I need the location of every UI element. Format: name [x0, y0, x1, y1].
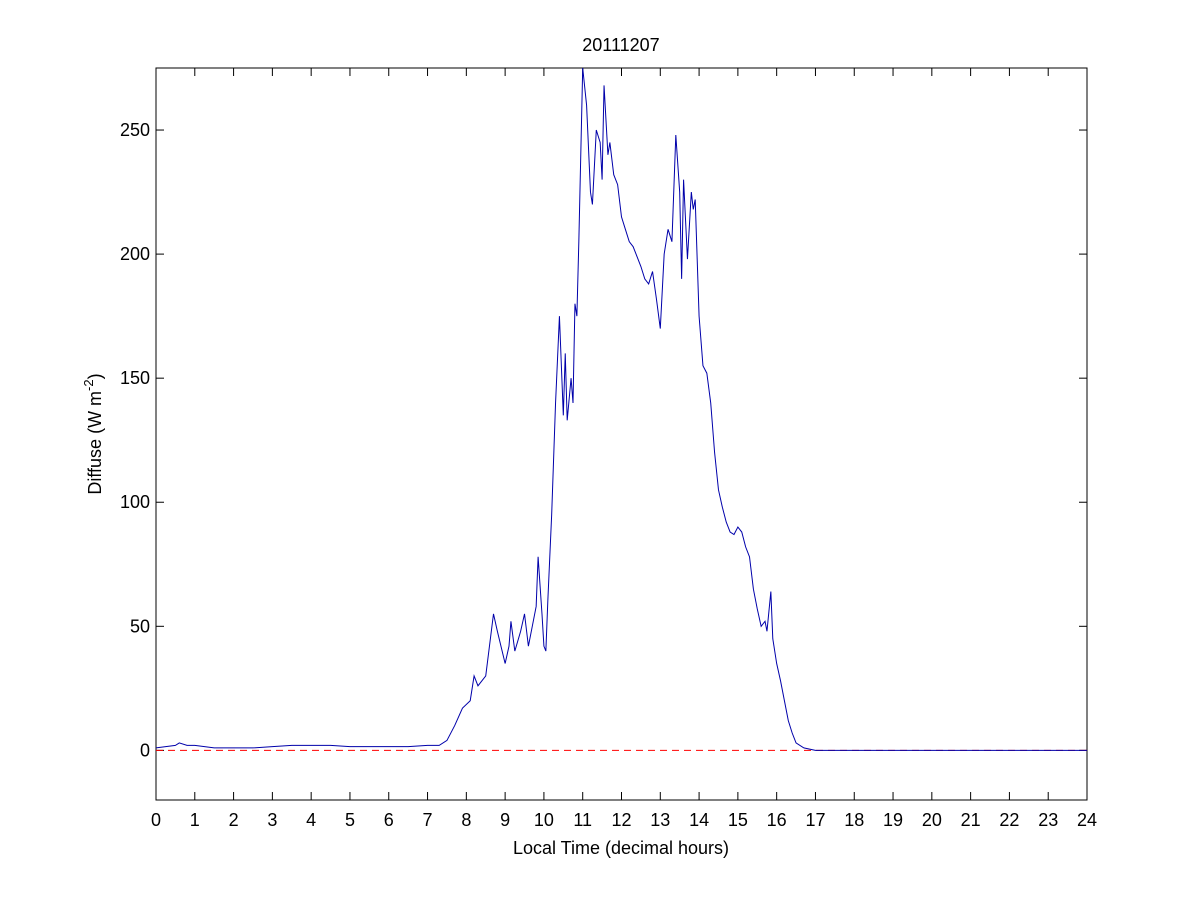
y-axis-label-end: ): [85, 373, 105, 379]
x-tick-label: 8: [461, 810, 471, 830]
x-tick-label: 10: [534, 810, 554, 830]
x-tick-label: 14: [689, 810, 709, 830]
y-tick-label: 50: [130, 616, 150, 636]
x-tick-label: 0: [151, 810, 161, 830]
data-line: [155, 67, 1087, 751]
y-axis-label-main: Diffuse (W m: [85, 391, 105, 495]
y-axis-label-exponent: -2: [81, 379, 96, 391]
y-axis-label: Diffuse (W m-2): [81, 373, 105, 494]
x-tick-label: 2: [229, 810, 239, 830]
y-tick-label: 250: [120, 120, 150, 140]
x-tick-label: 3: [267, 810, 277, 830]
x-tick-label: 6: [384, 810, 394, 830]
x-tick-label: 24: [1077, 810, 1097, 830]
x-tick-label: 20: [922, 810, 942, 830]
x-axis-label: Local Time (decimal hours): [513, 838, 729, 858]
y-tick-label: 0: [140, 740, 150, 760]
x-tick-label: 22: [999, 810, 1019, 830]
x-tick-label: 4: [306, 810, 316, 830]
x-tick-label: 5: [345, 810, 355, 830]
x-tick-label: 16: [767, 810, 787, 830]
y-tick-label: 150: [120, 368, 150, 388]
x-tick-label: 15: [728, 810, 748, 830]
plot-box: [155, 67, 1088, 801]
x-tick-label: 21: [961, 810, 981, 830]
y-tick-label: 100: [120, 492, 150, 512]
x-tick-label: 12: [611, 810, 631, 830]
x-tick-label: 13: [650, 810, 670, 830]
chart-title: 20111207: [582, 35, 659, 55]
x-tick-label: 1: [190, 810, 200, 830]
x-tick-label: 18: [844, 810, 864, 830]
y-tick-label: 200: [120, 244, 150, 264]
x-tick-label: 19: [883, 810, 903, 830]
x-tick-label: 11: [573, 810, 592, 830]
x-tick-label: 23: [1038, 810, 1058, 830]
x-tick-label: 17: [805, 810, 825, 830]
x-tick-label: 7: [423, 810, 433, 830]
x-tick-label: 9: [500, 810, 510, 830]
